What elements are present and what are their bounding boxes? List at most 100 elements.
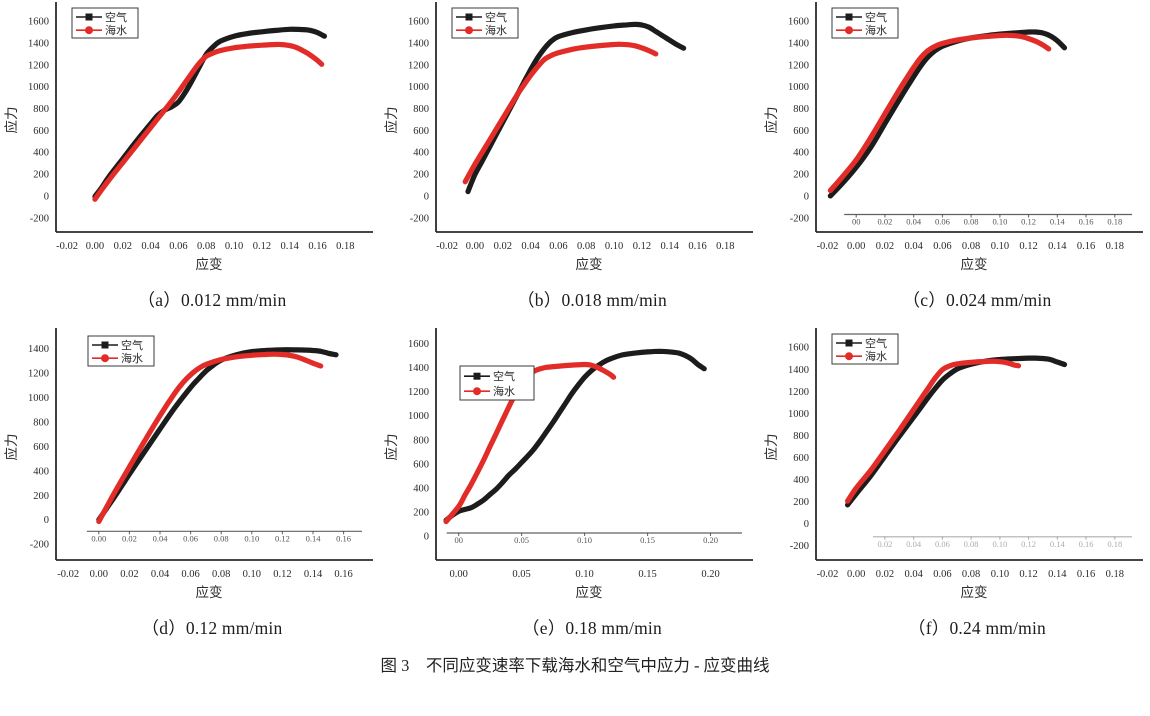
legend-label: 海水 [865, 23, 887, 37]
ghost-tick-label: 0.06 [935, 539, 950, 549]
x-tick-label: 0.02 [494, 241, 512, 252]
x-axis-label: 应变 [196, 256, 223, 272]
ghost-tick-label: 0.12 [1021, 217, 1036, 227]
legend-circle-marker-icon [845, 26, 853, 35]
legend-label: 空气 [865, 10, 887, 24]
x-tick-label: 0.02 [876, 241, 894, 252]
y-tick-label: 800 [33, 418, 49, 429]
y-tick-label: 600 [33, 442, 49, 453]
ghost-tick-label: 0.02 [122, 533, 137, 543]
ghost-tick-label: 0.12 [1021, 539, 1036, 549]
chart-caption-c: （c）0.024 mm/min [902, 290, 1052, 310]
chart-e: 0 200 400 600 800 1000 1200 1400 1600 0.00 0.05 0.1… [383, 328, 753, 600]
y-tick-label: 1200 [788, 60, 809, 71]
y-tick-label: -200 [410, 213, 429, 224]
y-tick-label: 800 [793, 104, 809, 115]
x-tick-label: 0.12 [1019, 569, 1037, 580]
y-tick-label: 0 [804, 519, 809, 530]
y-tick-label: 0 [44, 515, 49, 526]
y-tick-label: 1400 [28, 344, 49, 355]
x-tick-label: 0.00 [847, 569, 865, 580]
legend-square-marker-icon [845, 13, 853, 21]
y-tick-label: 0 [424, 532, 429, 543]
legend-box [71, 7, 139, 39]
x-tick-label: 0.02 [114, 241, 132, 252]
y-tick-label: 600 [793, 126, 809, 137]
legend-label: 空气 [105, 10, 127, 24]
x-tick-label: 0.00 [86, 241, 104, 252]
y-tick-label: 400 [33, 148, 49, 159]
y-tick-label: 800 [413, 435, 429, 446]
ghost-tick-label: 0.02 [877, 217, 892, 227]
y-tick-label: 1400 [408, 363, 429, 374]
legend-square-marker-icon [465, 13, 473, 21]
ghost-tick-label: 0.14 [1050, 539, 1066, 549]
x-tick-label: 0.16 [688, 241, 706, 252]
x-tick-label: 0.00 [90, 569, 108, 580]
y-tick-label: 0 [44, 191, 49, 202]
x-tick-label: 0.04 [141, 241, 160, 252]
x-tick-label: 0.04 [151, 569, 170, 580]
ghost-tick-label: 0.05 [514, 535, 529, 545]
legend-label: 海水 [493, 384, 515, 398]
y-tick-label: 1000 [408, 82, 429, 93]
y-tick-label: 1400 [408, 39, 429, 50]
legend-box [831, 333, 899, 365]
y-axis-label: 应力 [3, 434, 19, 461]
x-tick-label: 0.06 [169, 241, 187, 252]
y-tick-label: 0 [424, 191, 429, 202]
y-tick-label: 1200 [28, 60, 49, 71]
y-tick-label: 1000 [788, 82, 809, 93]
ghost-tick-label: 0.04 [153, 533, 169, 543]
x-tick-label: 0.02 [120, 569, 138, 580]
x-axis-label: 应变 [961, 256, 988, 272]
y-tick-label: 400 [33, 466, 49, 477]
chart-caption-a: （a）0.012 mm/min [137, 290, 287, 310]
y-tick-label: 600 [33, 126, 49, 137]
y-axis-label: 应力 [763, 107, 779, 134]
ghost-tick-label: 0.20 [703, 535, 718, 545]
chart-panel-d: -200 0 200 400 600 800 1000 1200 1400 -0.02 0.00 0.… [0, 326, 380, 640]
x-tick-label: 0.08 [577, 241, 595, 252]
x-axis-label: 应变 [961, 584, 988, 600]
chart-caption-d: （d）0.12 mm/min [141, 618, 283, 638]
x-tick-label: -0.02 [57, 569, 79, 580]
x-tick-label: 0.06 [181, 569, 199, 580]
y-tick-label: 1400 [788, 39, 809, 50]
y-tick-label: 1000 [788, 409, 809, 420]
y-tick-label: 400 [793, 475, 809, 486]
y-tick-label: 1600 [788, 343, 809, 354]
x-tick-label: 0.04 [521, 241, 540, 252]
legend-box [451, 7, 519, 39]
ghost-tick-label: 0.08 [214, 533, 229, 543]
x-tick-label: 0.08 [962, 569, 980, 580]
y-tick-label: 1200 [408, 60, 429, 71]
legend-square-marker-icon [845, 339, 853, 347]
y-tick-label: 1600 [28, 17, 49, 28]
y-tick-label: 1200 [408, 387, 429, 398]
chart-panel-b: -200 0 200 400 600 800 1000 1200 1400 1600 -0.02 0.… [380, 0, 760, 312]
chart-f: -200 0 200 400 600 800 1000 1200 1400 1600 -0.02 0.… [763, 328, 1143, 600]
x-tick-label: 0.18 [1106, 241, 1124, 252]
ghost-tick-label: 0.10 [992, 217, 1007, 227]
y-tick-label: 200 [33, 491, 49, 502]
y-tick-label: 200 [413, 170, 429, 181]
x-tick-label: 0.05 [512, 569, 530, 580]
y-tick-label: 200 [33, 170, 49, 181]
legend-circle-marker-icon [85, 26, 93, 35]
legend-box [831, 7, 899, 39]
chart-a: -200 0 200 400 600 800 1000 1200 1400 1600 -0.02 0.… [3, 2, 373, 272]
ghost-tick-label: 0.14 [306, 533, 322, 543]
legend-label: 海水 [865, 349, 887, 363]
y-tick-label: 0 [804, 191, 809, 202]
y-tick-label: 1600 [408, 17, 429, 28]
legend-circle-marker-icon [101, 354, 109, 363]
x-tick-label: 0.14 [1048, 569, 1067, 580]
x-tick-label: 0.00 [466, 241, 484, 252]
series-seawater [827, 32, 1052, 194]
legend-square-marker-icon [473, 372, 481, 380]
ghost-tick-label: 0.16 [1079, 217, 1094, 227]
y-tick-label: -200 [30, 213, 49, 224]
x-axis-label: 应变 [196, 584, 223, 600]
ghost-tick-label: 0.08 [964, 217, 979, 227]
